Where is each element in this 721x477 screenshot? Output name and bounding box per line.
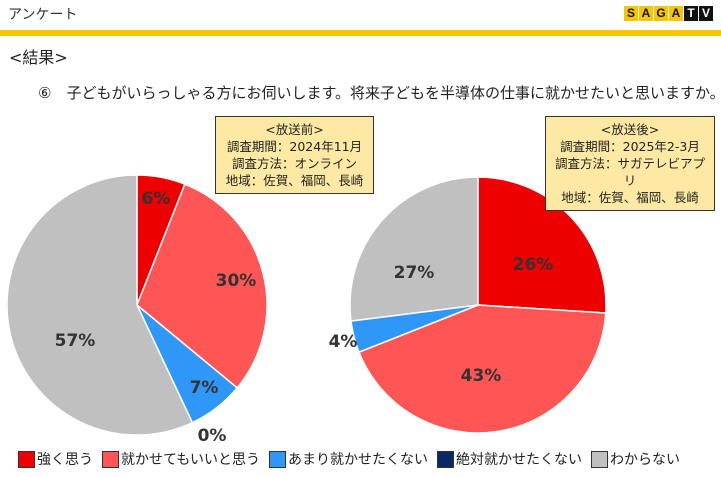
survey-info-region: 地域：佐賀、福岡、長崎 bbox=[225, 173, 364, 188]
logo-letter: S bbox=[624, 6, 638, 21]
legend-label: 絶対就かせたくない bbox=[456, 452, 583, 468]
survey-info-after: <放送後> 調査期間：2025年2-3月 調査方法：サガテレビアプリ 地域：佐賀… bbox=[545, 116, 715, 211]
survey-info-method: 調査方法：サガテレビアプリ bbox=[554, 156, 705, 188]
legend-item: 強く思う bbox=[18, 449, 93, 469]
legend-label: 就かせてもいいと思う bbox=[121, 452, 261, 468]
logo-letter: T bbox=[684, 6, 698, 21]
legend-item: 就かせてもいいと思う bbox=[102, 449, 260, 469]
pie-slice-after-unknown bbox=[349, 176, 479, 322]
survey-info-period: 調査期間：2024年11月 bbox=[226, 139, 363, 154]
saga-tv-logo: S A G A T V bbox=[624, 6, 713, 21]
header-bar: アンケート S A G A T V bbox=[0, 0, 721, 36]
legend-swatch bbox=[102, 450, 119, 468]
data-label-before-fine: 30% bbox=[216, 271, 257, 291]
logo-letter: A bbox=[669, 6, 683, 21]
pie-slice-before-unknown bbox=[6, 174, 194, 436]
legend-swatch bbox=[269, 450, 287, 468]
section-title: <結果> bbox=[9, 48, 68, 67]
legend-swatch bbox=[591, 450, 609, 468]
survey-info-period: 調査期間：2025年2-3月 bbox=[560, 139, 700, 154]
logo-letter: V bbox=[699, 6, 713, 21]
data-label-before-not_much: 7% bbox=[190, 378, 219, 398]
legend-label: あまり就かせたくない bbox=[288, 452, 429, 468]
legend-item: わからない bbox=[591, 449, 680, 469]
pie-slice-after-fine bbox=[358, 304, 607, 434]
pie-slice-before-fine bbox=[136, 183, 268, 389]
data-label-after-not_much: 4% bbox=[329, 332, 358, 352]
legend-item: あまり就かせたくない bbox=[269, 449, 428, 469]
legend-item: 絶対就かせたくない bbox=[437, 449, 582, 469]
survey-info-before: <放送前> 調査期間：2024年11月 調査方法：オンライン 地域：佐賀、福岡、… bbox=[215, 116, 374, 194]
survey-info-heading: <放送前> bbox=[265, 122, 324, 137]
data-label-after-strongly: 26% bbox=[513, 255, 554, 275]
legend-swatch bbox=[437, 450, 455, 468]
logo-letter: A bbox=[639, 6, 653, 21]
data-label-before-never: 0% bbox=[198, 426, 227, 446]
logo-letter: G bbox=[654, 6, 668, 21]
data-label-after-unknown: 27% bbox=[394, 263, 435, 283]
survey-info-heading: <放送後> bbox=[600, 122, 660, 137]
data-label-after-fine: 43% bbox=[461, 366, 502, 386]
chart-legend: 強く思う 就かせてもいいと思う あまり就かせたくない 絶対就かせたくない わから… bbox=[18, 446, 718, 472]
survey-info-method: 調査方法：オンライン bbox=[231, 156, 357, 171]
legend-label: わからない bbox=[610, 452, 681, 468]
question-text: ⑥ 子どもがいらっしゃる方にお伺いします。将来子どもを半導体の仕事に就かせたいと… bbox=[38, 84, 721, 102]
pie-slice-after-strongly bbox=[477, 176, 607, 314]
legend-swatch bbox=[18, 450, 35, 468]
data-label-before-strongly: 6% bbox=[142, 189, 171, 209]
data-label-before-unknown: 57% bbox=[55, 331, 96, 351]
survey-info-region: 地域：佐賀、福岡、長崎 bbox=[561, 190, 699, 205]
app-title: アンケート bbox=[8, 7, 78, 23]
legend-label: 強く思う bbox=[37, 452, 93, 468]
